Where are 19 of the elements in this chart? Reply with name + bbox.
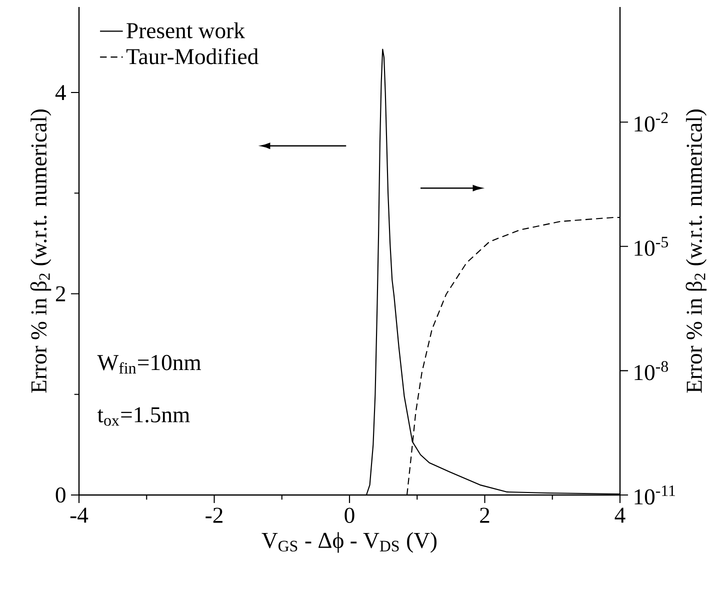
y-axis-title: Error % in β$_{2}$ (w.r.t. numerical) [30,110,52,393]
y2-tick-label: 10$^{-2}$ [634,112,668,132]
legend-label: Present work [126,22,245,38]
y2-tick-label: 10$^{-8}$ [634,361,668,380]
y-tick-label: 0 [56,487,66,503]
y-tick-label: 2 [56,286,66,302]
x-tick-label: 4 [614,508,626,523]
x-axis-title: V$_{GS}$ - Δϕ - V$_{DS}$ (V) [262,532,437,553]
y-tick-label: 4 [55,85,66,100]
legend-label: Taur-Modified [126,48,258,64]
y2-tick-label: 10$^{-5}$ [634,236,668,256]
y2-tick-label: 10$^{-11}$ [634,485,675,505]
annotation: W$_{fin}$=10nm [97,354,201,374]
annotation: t$_{ox}$=1.5nm [97,407,190,426]
x-tick-label: -4 [70,508,88,523]
y2-axis-title: Error % in β$_{2}$ (w.r.t. numerical) [686,110,707,393]
x-tick-label: 0 [344,508,354,523]
x-tick-label: 2 [480,508,490,523]
x-tick-label: -2 [206,508,222,523]
